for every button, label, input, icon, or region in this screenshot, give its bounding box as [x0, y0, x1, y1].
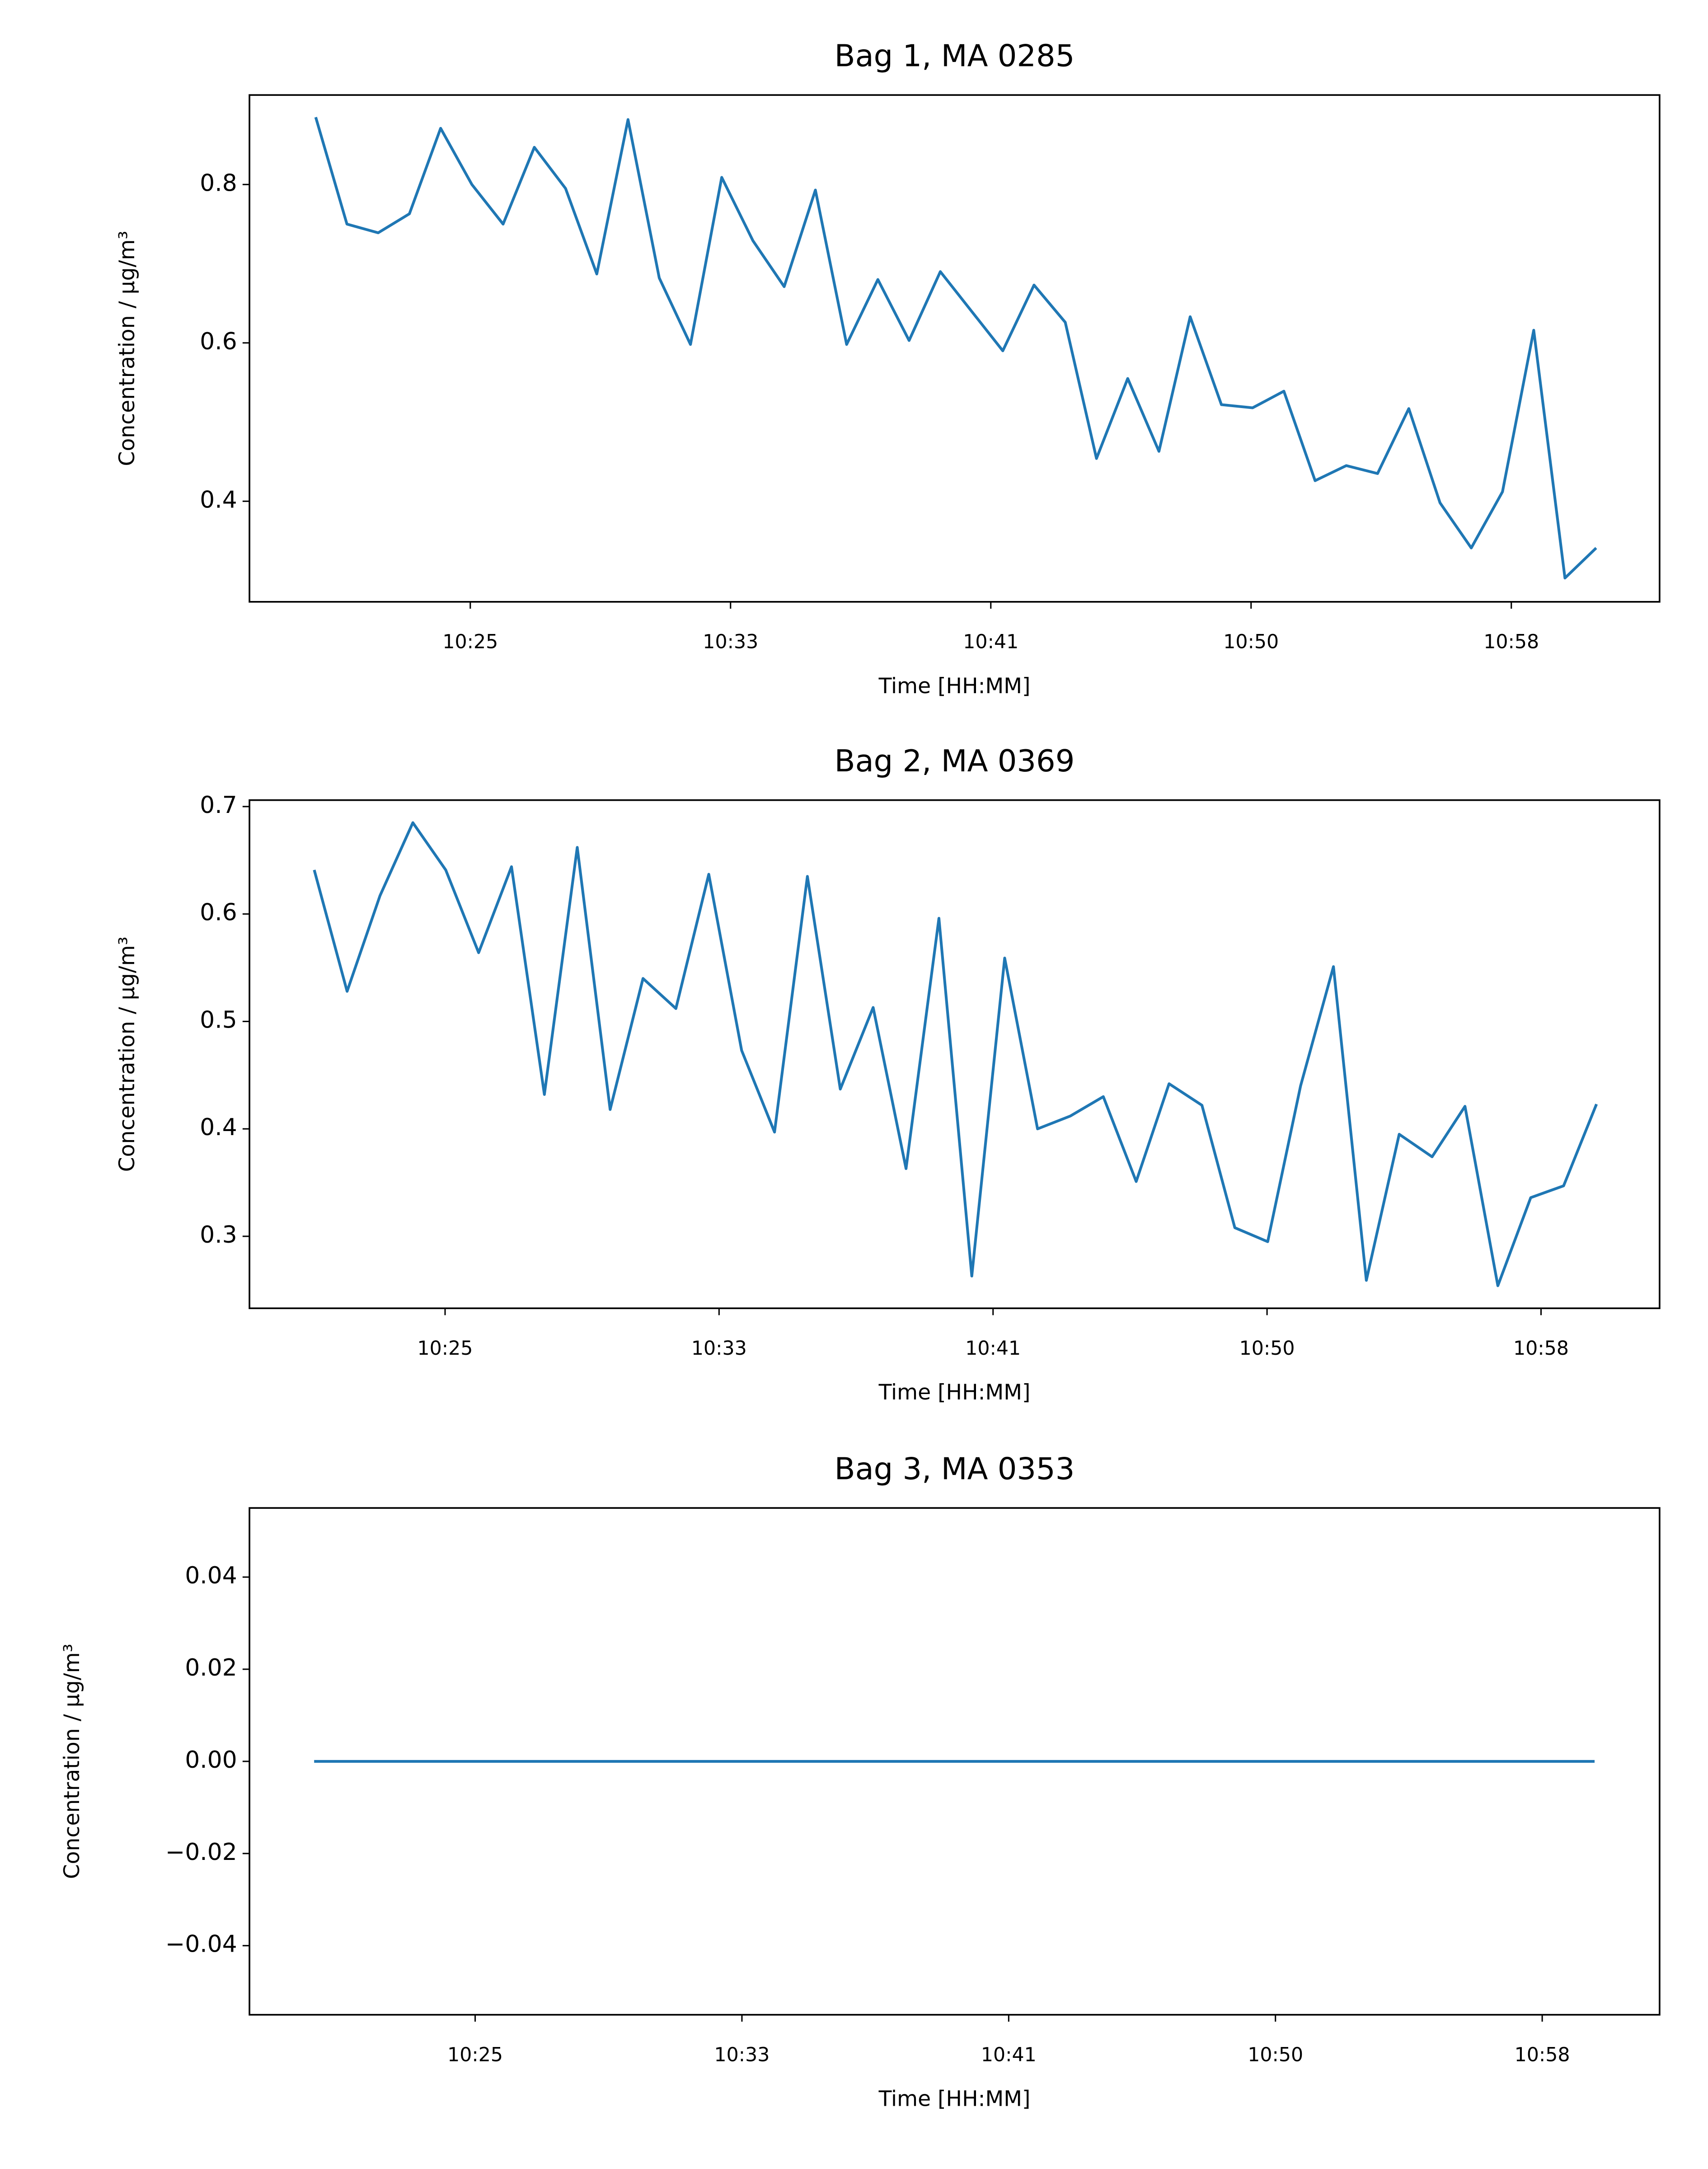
x-tick-label: 10:41 — [963, 631, 1018, 653]
x-tick-label: 10:58 — [1515, 2044, 1570, 2066]
y-tick-label: 0.00 — [185, 1746, 237, 1774]
chart-title: Bag 3, MA 0353 — [835, 1451, 1075, 1486]
data-line — [313, 821, 1598, 1287]
y-axis-label: Concentration / μg/m³ — [60, 1643, 84, 1879]
y-tick-label: 0.3 — [200, 1221, 237, 1249]
plot-frame — [249, 799, 1661, 1310]
y-tick-label: 0.8 — [200, 169, 237, 197]
y-axis-label: Concentration / μg/m³ — [115, 231, 140, 466]
x-tick-label: 10:50 — [1239, 1337, 1295, 1360]
x-tick-label: 10:58 — [1513, 1337, 1569, 1360]
y-tick-label: −0.02 — [165, 1839, 237, 1866]
y-axis-label: Concentration / μg/m³ — [115, 937, 140, 1172]
x-tick-label: 10:25 — [447, 2044, 503, 2066]
y-tick-label: 0.6 — [200, 328, 237, 355]
y-tick-label: 0.6 — [200, 899, 237, 926]
y-tick-label: −0.04 — [165, 1931, 237, 1958]
x-axis-label: Time [HH:MM] — [878, 1380, 1031, 1405]
y-tick-label: 0.4 — [200, 1114, 237, 1141]
x-axis-label: Time [HH:MM] — [878, 674, 1031, 699]
x-tick-label: 10:41 — [981, 2044, 1037, 2066]
chart-title: Bag 1, MA 0285 — [835, 38, 1075, 74]
x-tick-label: 10:25 — [442, 631, 498, 653]
data-line — [314, 117, 1597, 580]
x-tick-label: 10:50 — [1248, 2044, 1303, 2066]
plot-frame — [249, 94, 1661, 603]
plot-frame — [249, 1507, 1661, 2016]
x-tick-label: 10:50 — [1223, 631, 1279, 653]
x-axis-label: Time [HH:MM] — [878, 2087, 1031, 2112]
x-tick-label: 10:33 — [703, 631, 758, 653]
y-tick-label: 0.7 — [200, 792, 237, 819]
y-tick-label: 0.04 — [185, 1562, 237, 1589]
y-tick-label: 0.02 — [185, 1654, 237, 1681]
chart-title: Bag 2, MA 0369 — [835, 743, 1075, 779]
x-tick-label: 10:41 — [965, 1337, 1021, 1360]
x-tick-label: 10:25 — [418, 1337, 473, 1360]
x-tick-label: 10:33 — [691, 1337, 747, 1360]
y-tick-label: 0.5 — [200, 1006, 237, 1033]
y-tick-label: 0.4 — [200, 486, 237, 513]
x-tick-label: 10:33 — [714, 2044, 770, 2066]
x-tick-label: 10:58 — [1483, 631, 1539, 653]
